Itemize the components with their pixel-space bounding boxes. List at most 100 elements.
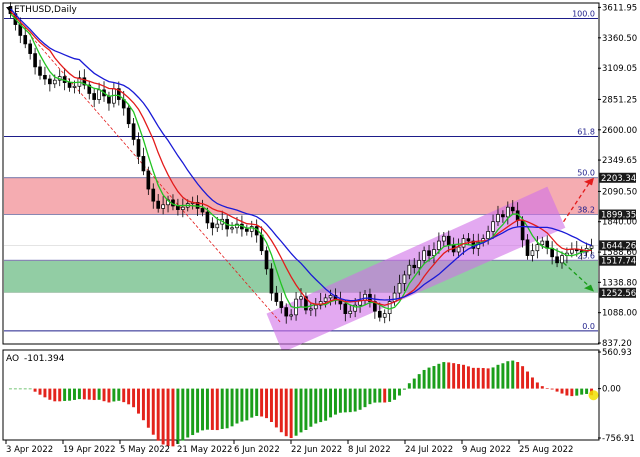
ao-bar [457, 364, 461, 389]
ao-bar [412, 378, 416, 389]
candle [156, 200, 161, 209]
candle [461, 238, 466, 248]
ao-bar [265, 388, 269, 419]
y-tick-label: 1088.00 [602, 309, 637, 319]
ao-bar [427, 367, 431, 389]
ao-bar [132, 388, 136, 408]
ao-bar [141, 388, 145, 421]
x-tick-label: 24 Jul 2022 [405, 445, 453, 455]
candle [269, 268, 274, 294]
candle [67, 82, 72, 88]
ao-bar [122, 388, 126, 403]
candle [299, 296, 303, 300]
ao-bar [102, 388, 106, 402]
candle [304, 296, 308, 311]
candle [382, 313, 387, 318]
ao-bar [393, 388, 397, 400]
ao-bar [43, 388, 47, 398]
zone-1 [4, 260, 598, 293]
candle [422, 250, 426, 261]
candle [417, 260, 422, 269]
arrow-up [562, 181, 591, 223]
candle [540, 240, 545, 246]
candle [313, 304, 318, 310]
ao-value: -101.394 [24, 354, 65, 364]
dropdown-arrow-icon[interactable] [6, 7, 12, 11]
ao-bar [23, 388, 27, 390]
y-tick-label: 3109.05 [602, 64, 637, 74]
candle [328, 295, 333, 299]
ao-bar [555, 388, 559, 392]
ao-tick-label: 560.93 [602, 348, 632, 358]
ao-bar [28, 388, 32, 390]
candle [136, 139, 141, 157]
fib-label-1: 61.8 [577, 127, 595, 136]
ao-bar [284, 388, 288, 437]
ao-bar [526, 371, 529, 389]
ao-bar [82, 388, 86, 400]
level-box-0 [599, 172, 636, 183]
ao-bar [516, 362, 520, 389]
y-tick-label: 1588.60 [602, 248, 637, 258]
candle [205, 211, 210, 224]
candle [412, 264, 417, 269]
candle [200, 208, 205, 213]
ao-bar [378, 388, 382, 403]
candle [274, 292, 279, 302]
ao-bar [486, 368, 490, 389]
ao-bar [260, 388, 264, 417]
ao-bar [501, 363, 505, 389]
candle [363, 293, 367, 301]
ao-bar [48, 388, 52, 400]
ao-bar [550, 388, 554, 390]
level-label-4: 1252.56 [601, 289, 636, 299]
candle [525, 239, 530, 256]
ao-bar [186, 388, 190, 438]
candle [245, 228, 249, 232]
x-tick-label: 21 May 2022 [177, 445, 232, 455]
ao-bar [368, 388, 372, 405]
candle [131, 123, 136, 140]
candle [52, 79, 57, 85]
ao-bar [398, 388, 401, 396]
ao-bar [112, 388, 116, 402]
x-tick-label: 3 Apr 2022 [6, 445, 53, 455]
ao-bar [432, 366, 436, 389]
candle [195, 202, 200, 209]
y-tick-label: 2349.65 [602, 156, 637, 166]
ao-bar [299, 388, 303, 433]
ao-bar [437, 363, 441, 389]
price-axis: 3611.95 3360.50 3109.05 2851.25 2600.00 2349.… [598, 3, 637, 349]
ao-bar [73, 388, 76, 400]
ao-bar [575, 388, 579, 396]
candle [486, 231, 490, 239]
ao-bar [417, 374, 421, 389]
fib-label-5: 0.0 [582, 322, 595, 331]
ao-bar [309, 388, 313, 427]
candle [530, 250, 535, 256]
x-tick-label: 8 Jul 2022 [348, 445, 391, 455]
level-label-3: 1517.74 [601, 257, 636, 267]
ao-bar [353, 388, 357, 412]
moving-averages [10, 8, 592, 310]
ao-bar [225, 388, 229, 429]
ao-bar [107, 388, 111, 403]
ao-bar [535, 382, 539, 389]
y-tick-label: 1338.80 [602, 278, 637, 288]
candle [33, 53, 37, 68]
x-tick-label: 25 Aug 2022 [519, 445, 573, 455]
candle [555, 256, 559, 264]
ma-line-0 [10, 13, 592, 310]
ao-bar [304, 388, 308, 430]
fib-label-2: 50.0 [577, 169, 595, 178]
ao-bar [442, 362, 446, 389]
candles-layer [8, 2, 594, 324]
level-box-4 [599, 287, 636, 298]
forecast-arrows [562, 177, 594, 292]
ao-bar [545, 388, 549, 389]
ao-bar [191, 388, 195, 436]
candle [210, 222, 215, 229]
ao-bar [447, 362, 451, 389]
candle [176, 205, 180, 210]
ao-bar [565, 388, 569, 396]
